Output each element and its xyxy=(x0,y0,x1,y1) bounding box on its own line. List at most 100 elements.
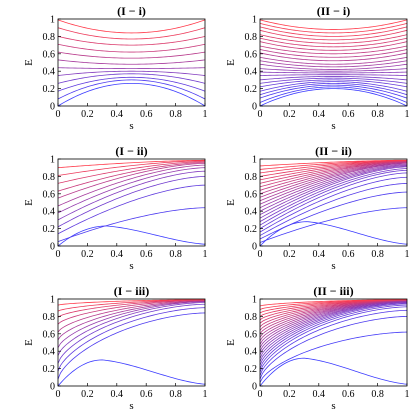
series-line xyxy=(259,49,408,58)
series-line xyxy=(57,159,206,169)
x-tick-label: 0.8 xyxy=(169,389,182,400)
series-line xyxy=(259,76,408,81)
series-line xyxy=(259,304,408,369)
series-line xyxy=(57,73,206,84)
series-line xyxy=(259,26,408,37)
panel-title: (I − i) xyxy=(117,4,146,18)
series-line xyxy=(259,301,408,352)
x-tick-label: 0 xyxy=(258,109,263,120)
series-line xyxy=(57,67,206,69)
panel-title: (I − iii) xyxy=(114,284,150,298)
y-tick-label: 1 xyxy=(252,155,257,166)
x-tick-label: 0.4 xyxy=(111,109,124,120)
series-line xyxy=(259,299,407,307)
series-line xyxy=(57,184,206,235)
series-line xyxy=(259,162,408,198)
x-tick-label: 0.6 xyxy=(342,249,355,260)
series-line xyxy=(259,74,408,76)
x-tick-label: 0.2 xyxy=(81,389,94,400)
y-tick-label: 1 xyxy=(50,15,55,26)
y-tick-label: 0.4 xyxy=(43,67,56,78)
x-axis-label: s xyxy=(129,260,133,272)
x-tick-label: 0 xyxy=(258,389,263,400)
series-line xyxy=(57,70,206,76)
x-tick-label: 0.6 xyxy=(140,109,153,120)
series-line xyxy=(57,36,206,46)
y-tick-label: 0.8 xyxy=(245,312,258,323)
series-line xyxy=(57,82,206,107)
x-tick-label: 1 xyxy=(203,249,208,260)
x-tick-label: 0.2 xyxy=(283,389,296,400)
panel-3: (I − ii) 0 0.2 0.4 0.6 0.8 1 0 0.2 0.4 0.6 0.8 1 s E xyxy=(23,144,208,272)
series-line xyxy=(57,359,206,387)
y-tick-label: 0.6 xyxy=(43,329,56,340)
x-tick-label: 0.4 xyxy=(111,389,124,400)
series-line xyxy=(259,221,408,247)
series-line xyxy=(259,162,408,202)
plot-frame xyxy=(259,18,408,107)
series-line xyxy=(57,307,206,372)
x-tick-label: 0 xyxy=(56,389,61,400)
y-tick-label: 0.6 xyxy=(43,189,56,200)
series-line xyxy=(259,303,408,366)
series-line xyxy=(57,207,206,243)
series-line xyxy=(259,160,408,184)
series-line xyxy=(259,163,408,209)
x-axis-label: s xyxy=(331,260,335,272)
series-line xyxy=(57,162,206,192)
y-tick-label: 0.2 xyxy=(245,224,258,235)
series-line xyxy=(57,176,206,228)
y-tick-label: 0.6 xyxy=(245,49,258,60)
series-line xyxy=(57,299,205,306)
series-line xyxy=(259,316,408,380)
series-line xyxy=(259,161,408,188)
series-line xyxy=(57,160,206,176)
x-tick-label: 0.8 xyxy=(169,249,182,260)
series-line xyxy=(259,207,408,243)
y-tick-label: 0.4 xyxy=(245,67,258,78)
y-tick-label: 0.6 xyxy=(245,189,258,200)
y-tick-label: 0.4 xyxy=(245,347,258,358)
series-line xyxy=(259,71,408,74)
series-line xyxy=(57,76,206,92)
series-line xyxy=(259,29,408,41)
x-tick-label: 1 xyxy=(405,109,410,120)
y-tick-label: 0.4 xyxy=(245,207,258,218)
y-tick-label: 1 xyxy=(252,295,257,306)
y-tick-label: 0.2 xyxy=(43,364,56,375)
series-line xyxy=(57,59,206,65)
series-line xyxy=(57,161,206,184)
series-line xyxy=(259,86,408,103)
series-line xyxy=(57,170,206,221)
x-tick-label: 0 xyxy=(258,249,263,260)
x-tick-label: 0.2 xyxy=(283,109,296,120)
series-line xyxy=(259,162,408,205)
y-tick-label: 0.8 xyxy=(43,172,56,183)
series-line xyxy=(259,79,408,88)
x-axis-label: s xyxy=(331,400,335,411)
series-line xyxy=(57,43,206,53)
y-tick-label: 0.6 xyxy=(245,329,258,340)
plot-frame xyxy=(259,298,408,387)
y-tick-label: 0 xyxy=(50,242,55,253)
panel-6: (II − iii) 0 0.2 0.4 0.6 0.8 1 0 0.2 0.4 0.6 0.8 1 s E xyxy=(225,284,410,411)
x-tick-label: 0 xyxy=(56,109,61,120)
y-tick-label: 1 xyxy=(252,15,257,26)
series-line xyxy=(259,301,408,355)
series-line xyxy=(259,68,408,72)
plot-frame xyxy=(259,158,408,247)
x-tick-label: 0.4 xyxy=(111,249,124,260)
series-line xyxy=(57,300,206,341)
series-line xyxy=(259,161,408,195)
y-axis-label: E xyxy=(225,59,237,66)
y-tick-label: 0 xyxy=(252,382,257,393)
x-tick-label: 0.2 xyxy=(283,249,296,260)
panel-title: (II − i) xyxy=(317,4,351,18)
x-tick-label: 0.6 xyxy=(342,389,355,400)
series-line xyxy=(259,301,408,359)
series-line xyxy=(259,56,408,65)
y-axis-label: E xyxy=(23,59,35,66)
series-line xyxy=(57,300,206,333)
series-line xyxy=(259,82,408,96)
plot-frame xyxy=(57,18,206,107)
